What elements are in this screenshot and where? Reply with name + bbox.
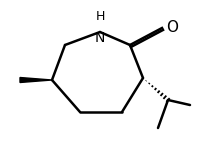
Text: H: H — [95, 10, 105, 23]
Text: O: O — [166, 21, 178, 36]
Polygon shape — [20, 78, 52, 82]
Text: N: N — [95, 31, 105, 45]
